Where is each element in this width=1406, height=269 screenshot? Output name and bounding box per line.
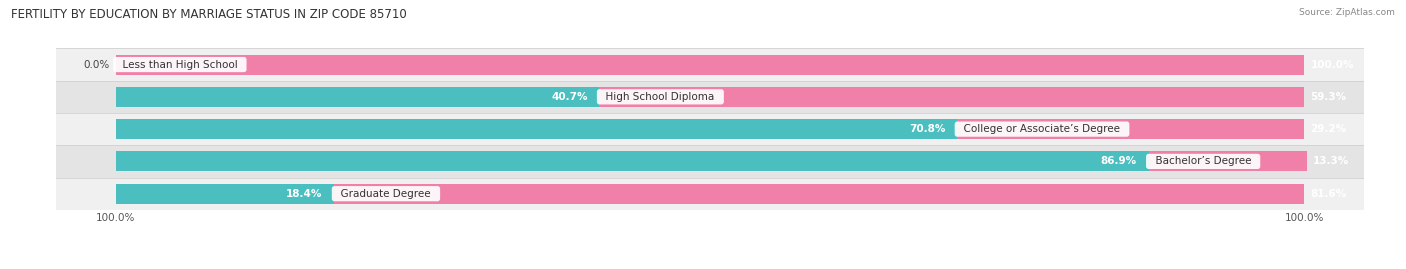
Text: Source: ZipAtlas.com: Source: ZipAtlas.com — [1299, 8, 1395, 17]
Text: 70.8%: 70.8% — [910, 124, 945, 134]
Text: Bachelor’s Degree: Bachelor’s Degree — [1149, 156, 1257, 167]
Text: Graduate Degree: Graduate Degree — [335, 189, 437, 199]
Text: Less than High School: Less than High School — [115, 59, 243, 70]
Text: 13.3%: 13.3% — [1313, 156, 1348, 167]
Text: 100.0%: 100.0% — [1310, 59, 1354, 70]
Bar — [56, 81, 1364, 113]
Bar — [1149, 151, 1306, 171]
Bar — [335, 184, 1305, 204]
Text: 86.9%: 86.9% — [1101, 156, 1137, 167]
Bar — [599, 87, 1305, 107]
Bar — [115, 151, 1149, 171]
Text: College or Associate’s Degree: College or Associate’s Degree — [957, 124, 1126, 134]
Bar — [56, 48, 1364, 81]
Bar — [957, 119, 1305, 139]
Text: 0.0%: 0.0% — [83, 59, 110, 70]
Text: 81.6%: 81.6% — [1310, 189, 1347, 199]
Bar — [115, 184, 335, 204]
Text: 59.3%: 59.3% — [1310, 92, 1347, 102]
Text: High School Diploma: High School Diploma — [599, 92, 721, 102]
Text: 18.4%: 18.4% — [287, 189, 322, 199]
Text: FERTILITY BY EDUCATION BY MARRIAGE STATUS IN ZIP CODE 85710: FERTILITY BY EDUCATION BY MARRIAGE STATU… — [11, 8, 406, 21]
Bar — [56, 113, 1364, 145]
Text: 29.2%: 29.2% — [1310, 124, 1347, 134]
Bar — [115, 87, 599, 107]
Bar — [115, 55, 1305, 75]
Bar — [115, 119, 957, 139]
Text: 40.7%: 40.7% — [551, 92, 588, 102]
Bar — [56, 145, 1364, 178]
Bar — [56, 178, 1364, 210]
